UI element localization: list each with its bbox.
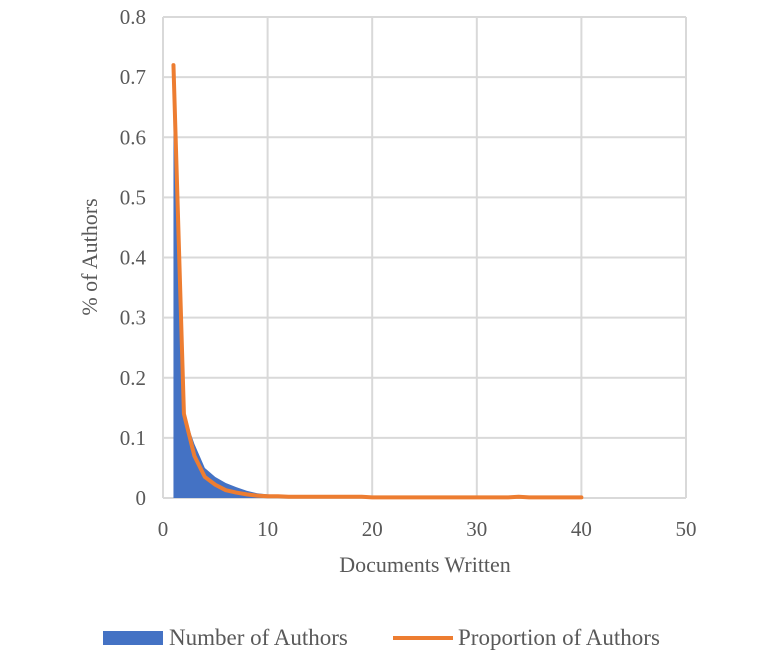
x-tick-label-0: 0 [158,517,169,541]
y-tick-label-6: 0.6 [120,125,146,149]
x-tick-label-4: 40 [571,517,592,541]
legend-swatch-number-of-authors [103,631,163,645]
y-tick-label-8: 0.8 [120,5,146,29]
y-axis-title: % of Authors [77,198,102,315]
x-tick-label-3: 30 [466,517,487,541]
area-series-layer [173,65,582,498]
area-number-of-authors [173,65,582,498]
legend: Number of Authors Proportion of Authors [103,625,660,650]
y-tick-label-7: 0.7 [120,65,146,89]
legend-label-proportion-of-authors: Proportion of Authors [458,625,660,650]
y-tick-label-5: 0.5 [120,185,146,209]
x-tick-label-1: 10 [257,517,278,541]
y-tick-label-4: 0.4 [120,246,147,270]
y-tick-label-0: 0 [136,486,147,510]
y-tick-label-1: 0.1 [120,426,146,450]
x-tick-labels: 0 10 20 30 40 50 [158,517,697,541]
y-tick-label-2: 0.2 [120,366,146,390]
x-axis-title: Documents Written [339,552,511,577]
line-proportion-of-authors [171,63,584,500]
y-tick-labels: 0 0.1 0.2 0.3 0.4 0.5 0.6 0.7 0.8 [120,5,147,510]
x-tick-label-5: 50 [676,517,697,541]
x-tick-label-2: 20 [362,517,383,541]
y-tick-label-3: 0.3 [120,306,146,330]
line-series-layer [171,63,584,500]
grid [162,16,687,499]
legend-label-number-of-authors: Number of Authors [169,625,348,650]
